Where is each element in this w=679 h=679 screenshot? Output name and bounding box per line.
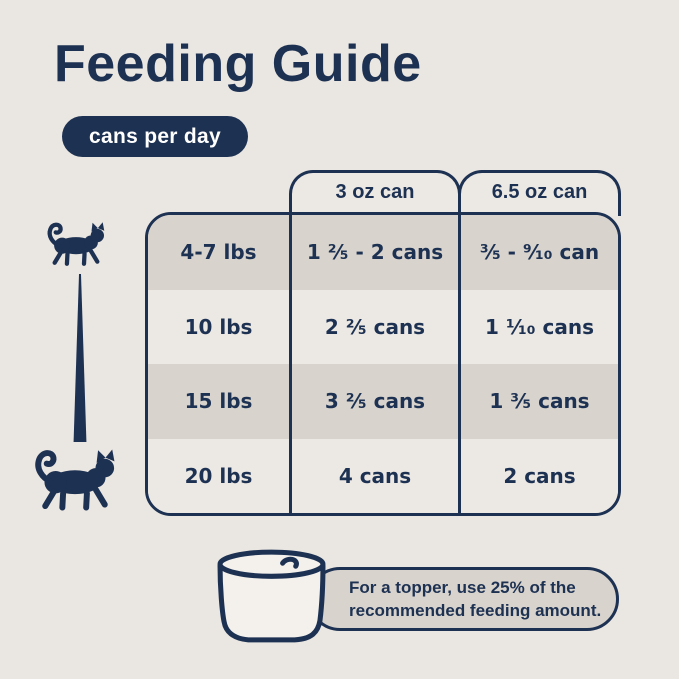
size-spike-icon: [73, 274, 87, 442]
small-cat-icon: [47, 222, 105, 266]
feeding-table: 3 oz can 6.5 oz can 4-7 lbs 1 ²⁄₅ - 2 ca…: [145, 170, 621, 516]
can-icon: [217, 549, 326, 643]
weight-cell: 10 lbs: [148, 289, 289, 364]
small-can-cell: 3 ²⁄₅ cans: [289, 364, 458, 439]
small-can-cell: 1 ²⁄₅ - 2 cans: [289, 215, 458, 290]
column-header-3oz: 3 oz can: [289, 170, 461, 216]
small-can-cell: 2 ²⁄₅ cans: [289, 289, 458, 364]
large-can-cell: ³⁄₅ - ⁹⁄₁₀ can: [458, 215, 618, 290]
topper-note: For a topper, use 25% of the recommended…: [308, 567, 619, 631]
page-title: Feeding Guide: [54, 35, 422, 93]
cans-per-day-badge: cans per day: [62, 116, 248, 157]
topper-note-line1: For a topper, use 25% of the: [349, 577, 576, 597]
weight-cell: 15 lbs: [148, 364, 289, 439]
large-cat-icon: [35, 449, 115, 511]
topper-note-line2: recommended feeding amount.: [349, 600, 602, 620]
large-can-cell: 1 ¹⁄₁₀ cans: [458, 289, 618, 364]
large-can-cell: 2 cans: [458, 438, 618, 513]
weight-cell: 20 lbs: [148, 438, 289, 513]
feeding-table-body: 4-7 lbs 1 ²⁄₅ - 2 cans ³⁄₅ - ⁹⁄₁₀ can 10…: [145, 212, 621, 516]
column-header-6-5oz: 6.5 oz can: [458, 170, 621, 216]
large-can-cell: 1 ³⁄₅ cans: [458, 364, 618, 439]
small-can-cell: 4 cans: [289, 438, 458, 513]
weight-cell: 4-7 lbs: [148, 215, 289, 290]
